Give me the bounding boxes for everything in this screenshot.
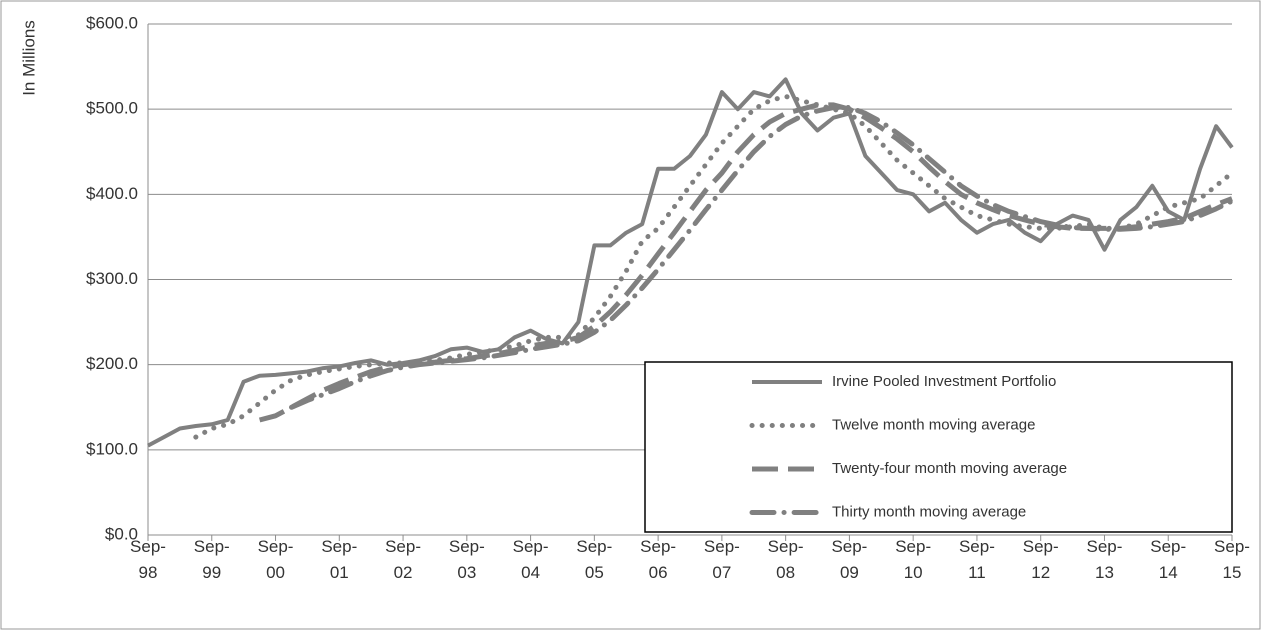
y-tick-label: $400.0 bbox=[86, 184, 138, 203]
legend-label: Twelve month moving average bbox=[832, 416, 1035, 433]
x-tick-label: Sep-03 bbox=[449, 537, 485, 582]
x-tick-label: Sep-98 bbox=[130, 537, 166, 582]
series-line bbox=[258, 102, 1233, 423]
x-tick-label: Sep-10 bbox=[895, 537, 931, 582]
x-tick-label: Sep-02 bbox=[385, 537, 421, 582]
x-tick-label: Sep-12 bbox=[1023, 537, 1059, 582]
x-tick-label: Sep-08 bbox=[768, 537, 804, 582]
x-tick-label: Sep-00 bbox=[258, 537, 294, 582]
x-tick-label: Sep-14 bbox=[1150, 537, 1186, 582]
x-tick-label: Sep-01 bbox=[321, 537, 357, 582]
x-tick-label: Sep-05 bbox=[576, 537, 612, 582]
series-line bbox=[289, 105, 1235, 410]
x-tick-label: Sep-06 bbox=[640, 537, 676, 582]
legend-box bbox=[644, 361, 1233, 533]
x-tick-label: Sep-07 bbox=[704, 537, 740, 582]
y-tick-label: $0.0 bbox=[105, 524, 138, 543]
y-tick-label: $200.0 bbox=[86, 354, 138, 373]
y-tick-label: $100.0 bbox=[86, 439, 138, 458]
legend-label: Thirty month moving average bbox=[832, 503, 1026, 520]
legend-label: Irvine Pooled Investment Portfolio bbox=[832, 373, 1056, 390]
x-tick-label: Sep-09 bbox=[831, 537, 867, 582]
y-tick-label: $500.0 bbox=[86, 99, 138, 118]
y-axis-label: In Millions bbox=[19, 20, 38, 96]
x-tick-label: Sep-13 bbox=[1087, 537, 1123, 582]
y-tick-label: $300.0 bbox=[86, 269, 138, 288]
x-tick-label: Sep-11 bbox=[959, 537, 995, 582]
x-tick-label: Sep-04 bbox=[513, 537, 549, 582]
x-tick-label: Sep-15 bbox=[1214, 537, 1250, 582]
legend: Irvine Pooled Investment Portfolio Twelve… bbox=[644, 361, 1233, 533]
x-tick-label: Sep-99 bbox=[194, 537, 230, 582]
y-tick-label: $600.0 bbox=[86, 13, 138, 32]
legend-label: Twenty-four month moving average bbox=[832, 460, 1067, 477]
